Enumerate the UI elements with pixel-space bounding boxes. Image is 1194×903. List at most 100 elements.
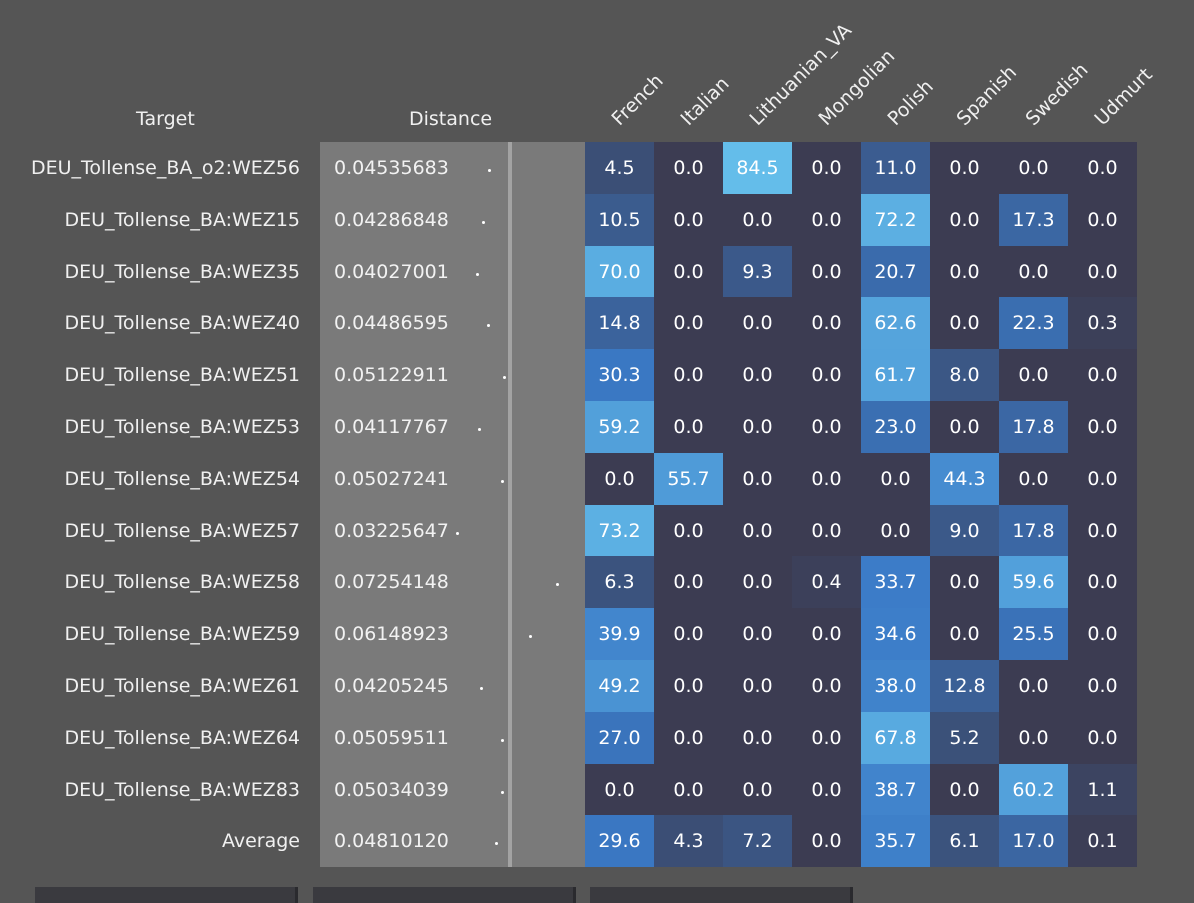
heatmap-cell-lithuanian-va: 0.0 — [723, 452, 792, 505]
heatmap-cell-lithuanian-va: 0.0 — [723, 401, 792, 453]
heatmap-cell-french: 59.2 — [585, 401, 654, 453]
heatmap-cell-mongolian: 0.4 — [792, 556, 861, 609]
distance-axis-line — [508, 142, 512, 867]
column-header-polish: Polish — [883, 75, 938, 130]
heatmap-cell-polish: 20.7 — [861, 245, 930, 298]
heatmap-cell-polish: 34.6 — [861, 608, 930, 661]
heatmap-cell-lithuanian-va: 0.0 — [723, 193, 792, 246]
heatmap-cell-lithuanian-va: 0.0 — [723, 660, 792, 712]
footer-button-3[interactable] — [590, 887, 853, 903]
row-target-label: DEU_Tollense_BA:WEZ15 — [64, 208, 300, 231]
heatmap-cell-french: 10.5 — [585, 193, 654, 246]
heatmap-cell-udmurt: 0.0 — [1068, 142, 1137, 194]
heatmap-cell-udmurt: 0.0 — [1068, 193, 1137, 246]
footer-button-1[interactable] — [35, 887, 298, 903]
heatmap-cell-spanish: 6.1 — [930, 815, 999, 868]
heatmap-cell-polish: 67.8 — [861, 711, 930, 764]
heatmap-cell-udmurt: 0.0 — [1068, 608, 1137, 661]
row-distance-value: 0.04117767 — [334, 416, 449, 438]
column-header-udmurt: Udmurt — [1090, 63, 1157, 130]
heatmap-cell-polish: 61.7 — [861, 349, 930, 402]
heatmap-cell-french: 0.0 — [585, 452, 654, 505]
row-target-label: DEU_Tollense_BA:WEZ51 — [64, 364, 300, 387]
heatmap-cell-udmurt: 0.0 — [1068, 504, 1137, 557]
heatmap-cell-swedish: 0.0 — [999, 349, 1068, 402]
heatmap-cell-spanish: 5.2 — [930, 711, 999, 764]
row-target-label: DEU_Tollense_BA:WEZ53 — [64, 416, 300, 438]
heatmap-cell-mongolian: 0.0 — [792, 401, 861, 453]
heatmap-cell-udmurt: 0.0 — [1068, 660, 1137, 712]
heatmap-cell-mongolian: 0.0 — [792, 608, 861, 661]
heatmap-cell-spanish: 0.0 — [930, 763, 999, 816]
heatmap-cell-mongolian: 0.0 — [792, 297, 861, 350]
target-column-header: Target — [136, 108, 195, 130]
heatmap-cell-lithuanian-va: 0.0 — [723, 711, 792, 764]
heatmap-cell-mongolian: 0.0 — [792, 711, 861, 764]
row-target-label: DEU_Tollense_BA:WEZ59 — [64, 623, 300, 646]
heatmap-cell-lithuanian-va: 7.2 — [723, 815, 792, 868]
heatmap-cell-swedish: 17.3 — [999, 193, 1068, 246]
heatmap-cell-spanish: 0.0 — [930, 608, 999, 661]
distance-marker — [480, 686, 484, 690]
heatmap-cell-french: 73.2 — [585, 504, 654, 557]
heatmap-cell-french: 70.0 — [585, 245, 654, 298]
heatmap-cell-italian: 0.0 — [654, 297, 723, 350]
row-distance-value: 0.05122911 — [334, 364, 449, 387]
heatmap-cell-italian: 0.0 — [654, 401, 723, 453]
heatmap-cell-polish: 62.6 — [861, 297, 930, 350]
row-distance-value: 0.05027241 — [334, 467, 449, 490]
heatmap-cell-swedish: 0.0 — [999, 660, 1068, 712]
heatmap-cell-mongolian: 0.0 — [792, 193, 861, 246]
heatmap-cell-polish: 33.7 — [861, 556, 930, 609]
heatmap-cell-swedish: 25.5 — [999, 608, 1068, 661]
heatmap-cell-udmurt: 0.0 — [1068, 452, 1137, 505]
heatmap-cell-polish: 11.0 — [861, 142, 930, 194]
heatmap-cell-lithuanian-va: 0.0 — [723, 349, 792, 402]
heatmap-cell-lithuanian-va: 0.0 — [723, 504, 792, 557]
heatmap-cell-udmurt: 1.1 — [1068, 763, 1137, 816]
heatmap-cell-french: 0.0 — [585, 763, 654, 816]
footer-button-2[interactable] — [313, 887, 576, 903]
heatmap-cell-swedish: 60.2 — [999, 763, 1068, 816]
column-header-swedish: Swedish — [1021, 58, 1093, 131]
row-target-label: DEU_Tollense_BA:WEZ35 — [64, 260, 300, 283]
heatmap-cell-french: 14.8 — [585, 297, 654, 350]
distance-marker — [528, 635, 532, 639]
heatmap-cell-french: 29.6 — [585, 815, 654, 868]
heatmap-cell-swedish: 0.0 — [999, 711, 1068, 764]
distance-marker — [500, 790, 504, 794]
heatmap-cell-lithuanian-va: 9.3 — [723, 245, 792, 298]
heatmap-cell-udmurt: 0.3 — [1068, 297, 1137, 350]
heatmap-cell-lithuanian-va: 84.5 — [723, 142, 792, 194]
heatmap-cell-swedish: 17.8 — [999, 401, 1068, 453]
heatmap-cell-french: 6.3 — [585, 556, 654, 609]
heatmap-cell-udmurt: 0.1 — [1068, 815, 1137, 868]
heatmap-cell-swedish: 59.6 — [999, 556, 1068, 609]
heatmap-cell-spanish: 0.0 — [930, 142, 999, 194]
heatmap-cell-swedish: 0.0 — [999, 245, 1068, 298]
heatmap-cell-italian: 0.0 — [654, 504, 723, 557]
heatmap-cell-polish: 72.2 — [861, 193, 930, 246]
heatmap-cell-mongolian: 0.0 — [792, 660, 861, 712]
row-distance-value: 0.04027001 — [334, 260, 449, 283]
distance-marker — [503, 376, 507, 380]
row-distance-value: 0.04486595 — [334, 312, 449, 335]
heatmap-cell-lithuanian-va: 0.0 — [723, 556, 792, 609]
row-distance-value: 0.04810120 — [334, 830, 449, 853]
row-distance-value: 0.04535683 — [334, 157, 449, 179]
heatmap-cell-italian: 0.0 — [654, 245, 723, 298]
heatmap-cell-swedish: 22.3 — [999, 297, 1068, 350]
row-distance-value: 0.06148923 — [334, 623, 449, 646]
row-distance-value: 0.05034039 — [334, 778, 449, 801]
row-target-label: DEU_Tollense_BA_o2:WEZ56 — [30, 157, 300, 179]
heatmap-cell-polish: 35.7 — [861, 815, 930, 868]
heatmap-cell-udmurt: 0.0 — [1068, 245, 1137, 298]
heatmap-cell-swedish: 0.0 — [999, 142, 1068, 194]
heatmap-cell-swedish: 0.0 — [999, 452, 1068, 505]
heatmap-cell-italian: 0.0 — [654, 556, 723, 609]
distance-marker — [556, 583, 560, 587]
heatmap-cell-italian: 0.0 — [654, 711, 723, 764]
heatmap-cell-lithuanian-va: 0.0 — [723, 763, 792, 816]
heatmap-cell-french: 49.2 — [585, 660, 654, 712]
